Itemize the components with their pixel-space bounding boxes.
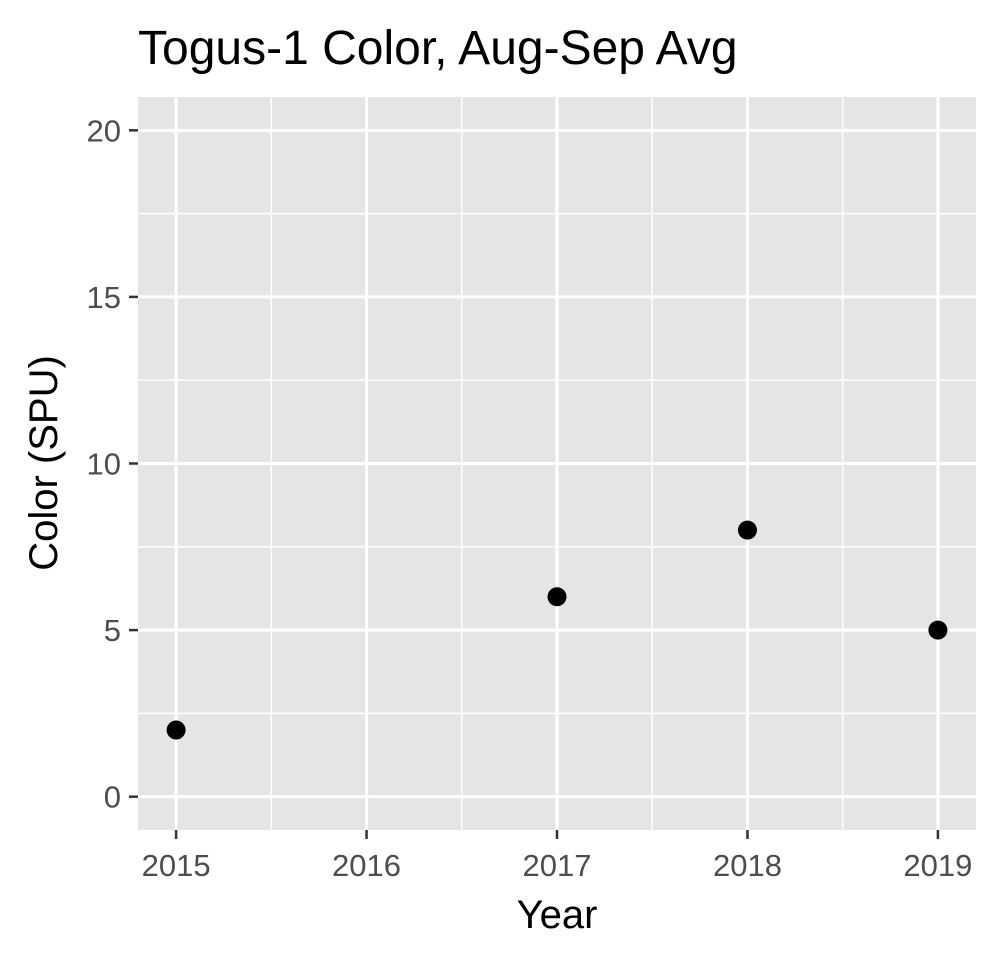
data-points (166, 520, 948, 740)
x-axis-title: Year (517, 893, 598, 937)
y-axis: 0 5 10 15 20 (87, 113, 138, 815)
x-axis: 2015 2016 2017 2018 2019 (142, 830, 972, 883)
x-tick-label: 2016 (332, 848, 401, 883)
y-axis-title: Color (SPU) (22, 355, 66, 571)
data-point (166, 720, 186, 740)
y-tick-label: 10 (87, 447, 121, 482)
y-tick-label: 20 (87, 113, 121, 148)
data-point (928, 620, 948, 640)
x-tick-label: 2017 (523, 848, 592, 883)
chart-title: Togus-1 Color, Aug-Sep Avg (138, 22, 738, 75)
y-tick-label: 5 (104, 613, 121, 648)
x-tick-label: 2018 (713, 848, 782, 883)
data-point (737, 520, 757, 540)
y-tick-label: 15 (87, 280, 121, 315)
data-point (547, 587, 567, 607)
x-tick-label: 2015 (142, 848, 211, 883)
major-grid (138, 97, 976, 830)
y-tick-label: 0 (104, 780, 121, 815)
x-tick-label: 2019 (903, 848, 972, 883)
